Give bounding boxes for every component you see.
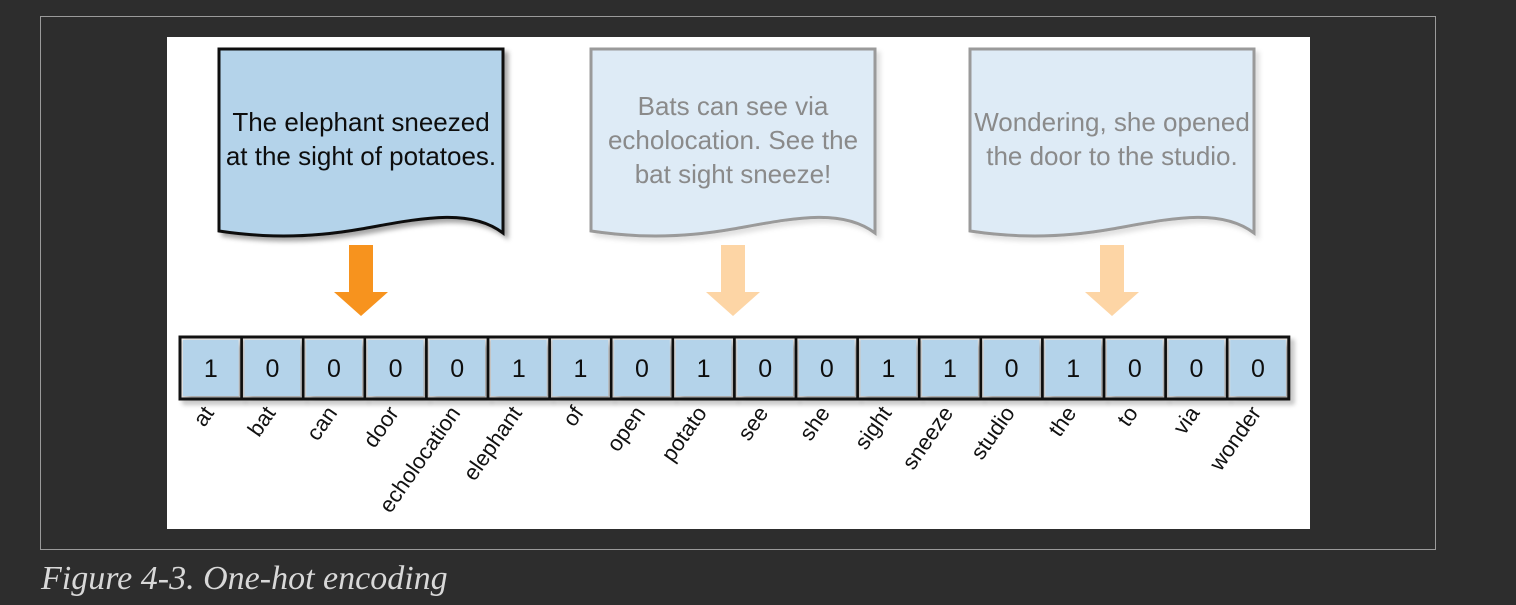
vector-cell-value: 0 — [1189, 355, 1203, 383]
vector-cell-fill — [1168, 340, 1225, 396]
vector-cell: 1 — [548, 335, 613, 401]
vector-cell: 1 — [856, 335, 921, 401]
vector-cell: 0 — [979, 335, 1044, 401]
vector-cell-fill — [306, 340, 362, 396]
vector-cell: 0 — [301, 335, 367, 401]
document-2: Bats can see via echolocation. See the bat… — [589, 47, 877, 238]
vector-cell: 0 — [609, 335, 675, 401]
vector-cell-fill — [552, 340, 609, 396]
vocabulary-word: bat — [242, 402, 280, 441]
encode-arrow-inactive — [1085, 245, 1139, 316]
vector-cell-value: 0 — [327, 355, 341, 383]
vector-cell: 0 — [1102, 335, 1167, 401]
document-text-line: The elephant sneezed — [232, 107, 489, 137]
encode-arrow-active — [334, 245, 388, 316]
vector-cell: 1 — [486, 335, 551, 401]
vector-cell-value: 1 — [512, 355, 526, 383]
vector-cell: 0 — [425, 335, 490, 401]
vocabulary-word: via — [1168, 401, 1205, 439]
vector-cell-fill — [429, 340, 485, 396]
vocabulary-word: she — [794, 402, 835, 445]
vector-cell: 0 — [240, 335, 305, 401]
vector-cell: 0 — [733, 335, 798, 401]
vector-cell-value: 0 — [1128, 355, 1142, 383]
vocabulary-word: sneeze — [897, 402, 958, 474]
vocabulary-word: open — [602, 402, 651, 456]
vector-cell: 0 — [1164, 335, 1229, 401]
vector-cell-value: 0 — [820, 355, 834, 383]
vector-cell-fill — [799, 340, 855, 396]
vocabulary-word: see — [732, 402, 773, 445]
document-page-shape — [589, 47, 877, 238]
vector-cell: 1 — [178, 335, 243, 401]
vector-cell-fill — [983, 340, 1040, 396]
vector-cell-value: 0 — [450, 355, 464, 383]
vocabulary-word: to — [1112, 402, 1143, 431]
vector-cell-fill — [244, 340, 301, 396]
vector-cell-value: 1 — [204, 355, 218, 383]
vector-cell: 0 — [794, 335, 859, 401]
figure-caption: Figure 4-3. One-hot encoding — [41, 560, 448, 597]
document-text-line: bat sight sneeze! — [635, 159, 832, 189]
vector-cell-fill — [737, 340, 793, 396]
vector-cell: 1 — [917, 335, 983, 401]
vector-cell-value: 1 — [573, 355, 587, 383]
vector-cell-fill — [614, 340, 670, 396]
vocabulary-word: of — [557, 401, 589, 431]
vector-outline — [178, 335, 1291, 401]
document-text-line: at the sight of potatoes. — [226, 141, 496, 171]
document-text-line: the door to the studio. — [986, 141, 1238, 171]
vector-cell-fill — [1230, 340, 1286, 396]
vector-cell: 0 — [1225, 335, 1291, 401]
vocabulary-word: door — [358, 402, 404, 452]
one-hot-diagram: The elephant sneezed at the sight of pota… — [178, 47, 1291, 517]
vector-cell-fill — [922, 340, 978, 396]
vector-cell-value: 1 — [943, 355, 957, 383]
vector-cell-fill — [1045, 340, 1101, 396]
vector-cell: 0 — [363, 335, 428, 401]
figure-panel: The elephant sneezed at the sight of pota… — [167, 37, 1310, 529]
figure-frame — [40, 16, 1436, 550]
vector-cell-value: 0 — [1005, 355, 1019, 383]
vocabulary-word: elephant — [458, 402, 527, 485]
vector-cell-value: 1 — [697, 355, 711, 383]
vocabulary-word: at — [188, 402, 219, 431]
document-text-line: Bats can see via — [638, 91, 829, 121]
vector-cell-fill — [491, 340, 547, 396]
vector-cell-value: 1 — [881, 355, 895, 383]
document-page-shape — [217, 47, 505, 238]
vector-cell-value: 0 — [389, 355, 403, 383]
vector-cell-fill — [675, 340, 732, 396]
vocabulary-word: potato — [656, 402, 712, 466]
vocabulary-word: the — [1043, 402, 1081, 441]
vector-cell-value: 0 — [635, 355, 649, 383]
encode-arrow-inactive — [706, 245, 760, 316]
one-hot-vector: 1 0 0 0 0 1 1 0 1 0 0 1 1 0 1 0 0 0 — [178, 335, 1291, 401]
document-page-shape — [968, 47, 1256, 238]
vocabulary-word: can — [301, 402, 342, 445]
vector-cell-fill — [1107, 340, 1163, 396]
document-text-line: Wondering, she opened — [974, 107, 1250, 137]
vector-cell-value: 1 — [1066, 355, 1080, 383]
vector-cell-value: 0 — [1251, 355, 1265, 383]
vector-cell-value: 0 — [758, 355, 772, 383]
vocabulary-word: sight — [849, 402, 896, 454]
vector-cell-fill — [367, 340, 424, 396]
vocabulary-word: studio — [966, 402, 1020, 464]
document-3: Wondering, she opened the door to the stu… — [968, 47, 1256, 238]
vector-cell: 1 — [1041, 335, 1106, 401]
vector-cell-value: 0 — [265, 355, 279, 383]
vector-cell-fill — [860, 340, 917, 396]
document-1: The elephant sneezed at the sight of pota… — [217, 47, 505, 238]
vector-cell-fill — [183, 340, 239, 396]
document-text-line: echolocation. See the — [608, 125, 858, 155]
vector-cell: 1 — [671, 335, 736, 401]
vocabulary-word: wonder — [1204, 402, 1266, 476]
